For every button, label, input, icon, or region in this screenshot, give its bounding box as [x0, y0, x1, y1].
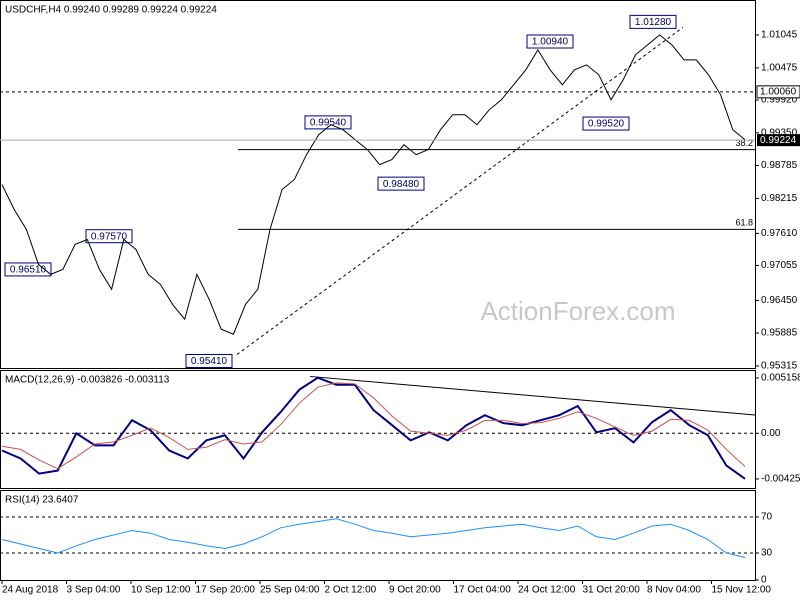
y-tick-label: 1.01045	[761, 30, 798, 41]
y-tick-label: 1.00475	[761, 63, 798, 74]
x-tick-label: 10 Sep 12:00	[131, 585, 191, 596]
price-annotation-box	[185, 353, 233, 368]
price-annotation: 0.97570	[91, 231, 128, 242]
price-annotation-box	[629, 14, 677, 29]
price-annotation-box	[582, 116, 630, 131]
y-tick-label: 0	[761, 575, 767, 586]
x-tick-label: 17 Sep 20:00	[196, 585, 256, 596]
trend-line	[236, 26, 684, 355]
watermark: ActionForex.com	[480, 296, 675, 326]
panel-frame	[0, 370, 756, 489]
x-tick-label: 25 Sep 04:00	[260, 585, 320, 596]
x-tick-label: 9 Oct 20:00	[389, 585, 441, 596]
x-tick-label: 3 Sep 04:00	[67, 585, 121, 596]
panel-frame	[0, 0, 756, 369]
price-annotation-box	[4, 262, 52, 277]
price-annotation: 0.99540	[310, 118, 347, 129]
y-tick-label: 0.98785	[761, 160, 798, 171]
panel-frame	[0, 490, 756, 581]
x-tick-label: 24 Oct 12:00	[518, 585, 576, 596]
y-tick-label: 0.97610	[761, 228, 798, 239]
y-tick-label: 0.98215	[761, 193, 798, 204]
price-annotation-box	[377, 176, 425, 191]
price-annotation-box	[526, 34, 574, 49]
series-line	[1, 34, 746, 335]
x-tick-label: 15 Nov 12:00	[712, 585, 772, 596]
level-label: 1.00060	[760, 86, 797, 97]
y-tick-label: 0.96450	[761, 295, 798, 306]
trend-line	[309, 375, 756, 416]
price-annotation: 0.95410	[191, 356, 228, 367]
series-line	[1, 376, 746, 480]
last-price-box	[757, 134, 800, 147]
level-box	[756, 85, 800, 99]
y-tick-label: 30	[761, 548, 773, 559]
price-annotation: 0.98480	[383, 179, 420, 190]
y-tick-label: -0.004254	[761, 474, 800, 485]
series-line	[1, 382, 746, 470]
y-tick-label: 0.95315	[761, 361, 798, 372]
y-tick-label: 0.99920	[761, 95, 798, 106]
price-annotation-box	[304, 115, 352, 130]
x-tick-label: 24 Aug 2018	[2, 585, 59, 596]
panel-title: USDCHF,H4 0.99240 0.99289 0.99224 0.9922…	[5, 5, 217, 16]
y-tick-label: 0.005158	[761, 373, 800, 384]
price-annotation: 1.00940	[532, 37, 569, 48]
price-annotation: 0.99520	[588, 119, 625, 130]
last-price-label: 0.99224	[760, 135, 797, 146]
panel-title: MACD(12,26,9) -0.003826 -0.003113	[5, 375, 170, 386]
panel-title: RSI(14) 23.6407	[5, 495, 79, 506]
x-tick-label: 31 Oct 20:00	[583, 585, 641, 596]
price-annotation-box	[85, 229, 133, 244]
price-annotation: 0.96510	[10, 265, 47, 276]
x-tick-label: 17 Oct 04:00	[454, 585, 512, 596]
y-tick-label: 0.99350	[761, 128, 798, 139]
y-tick-label: 0.97055	[761, 260, 798, 271]
price-annotation: 1.01280	[635, 17, 672, 28]
x-tick-label: 2 Oct 12:00	[325, 585, 377, 596]
fib-label: 61.8	[735, 218, 753, 228]
y-tick-label: 0.95885	[761, 328, 798, 339]
series-line	[1, 518, 746, 558]
y-tick-label: 70	[761, 512, 773, 523]
y-tick-label: 0.00	[761, 428, 781, 439]
x-tick-label: 8 Nov 04:00	[647, 585, 701, 596]
fib-label: 38.2	[735, 138, 753, 148]
